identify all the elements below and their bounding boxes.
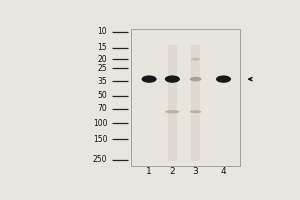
Text: 150: 150 bbox=[93, 135, 107, 144]
Text: 2: 2 bbox=[169, 167, 175, 176]
Ellipse shape bbox=[190, 110, 201, 113]
Ellipse shape bbox=[165, 75, 180, 83]
Text: 10: 10 bbox=[98, 27, 107, 36]
Text: 100: 100 bbox=[93, 119, 107, 128]
Ellipse shape bbox=[190, 77, 201, 81]
Text: 50: 50 bbox=[98, 91, 107, 100]
Text: 250: 250 bbox=[93, 155, 107, 164]
Text: 20: 20 bbox=[98, 55, 107, 64]
Ellipse shape bbox=[191, 58, 200, 61]
Text: 35: 35 bbox=[98, 77, 107, 86]
Text: 15: 15 bbox=[98, 43, 107, 52]
Text: 1: 1 bbox=[146, 167, 152, 176]
Text: 4: 4 bbox=[221, 167, 226, 176]
Bar bbox=[168, 45, 176, 161]
Bar bbox=[191, 45, 200, 161]
Text: 70: 70 bbox=[98, 104, 107, 113]
Ellipse shape bbox=[142, 75, 157, 83]
Ellipse shape bbox=[165, 110, 179, 113]
Bar bbox=[130, 29, 240, 166]
Text: 25: 25 bbox=[98, 64, 107, 73]
Text: 3: 3 bbox=[193, 167, 199, 176]
Ellipse shape bbox=[216, 75, 231, 83]
